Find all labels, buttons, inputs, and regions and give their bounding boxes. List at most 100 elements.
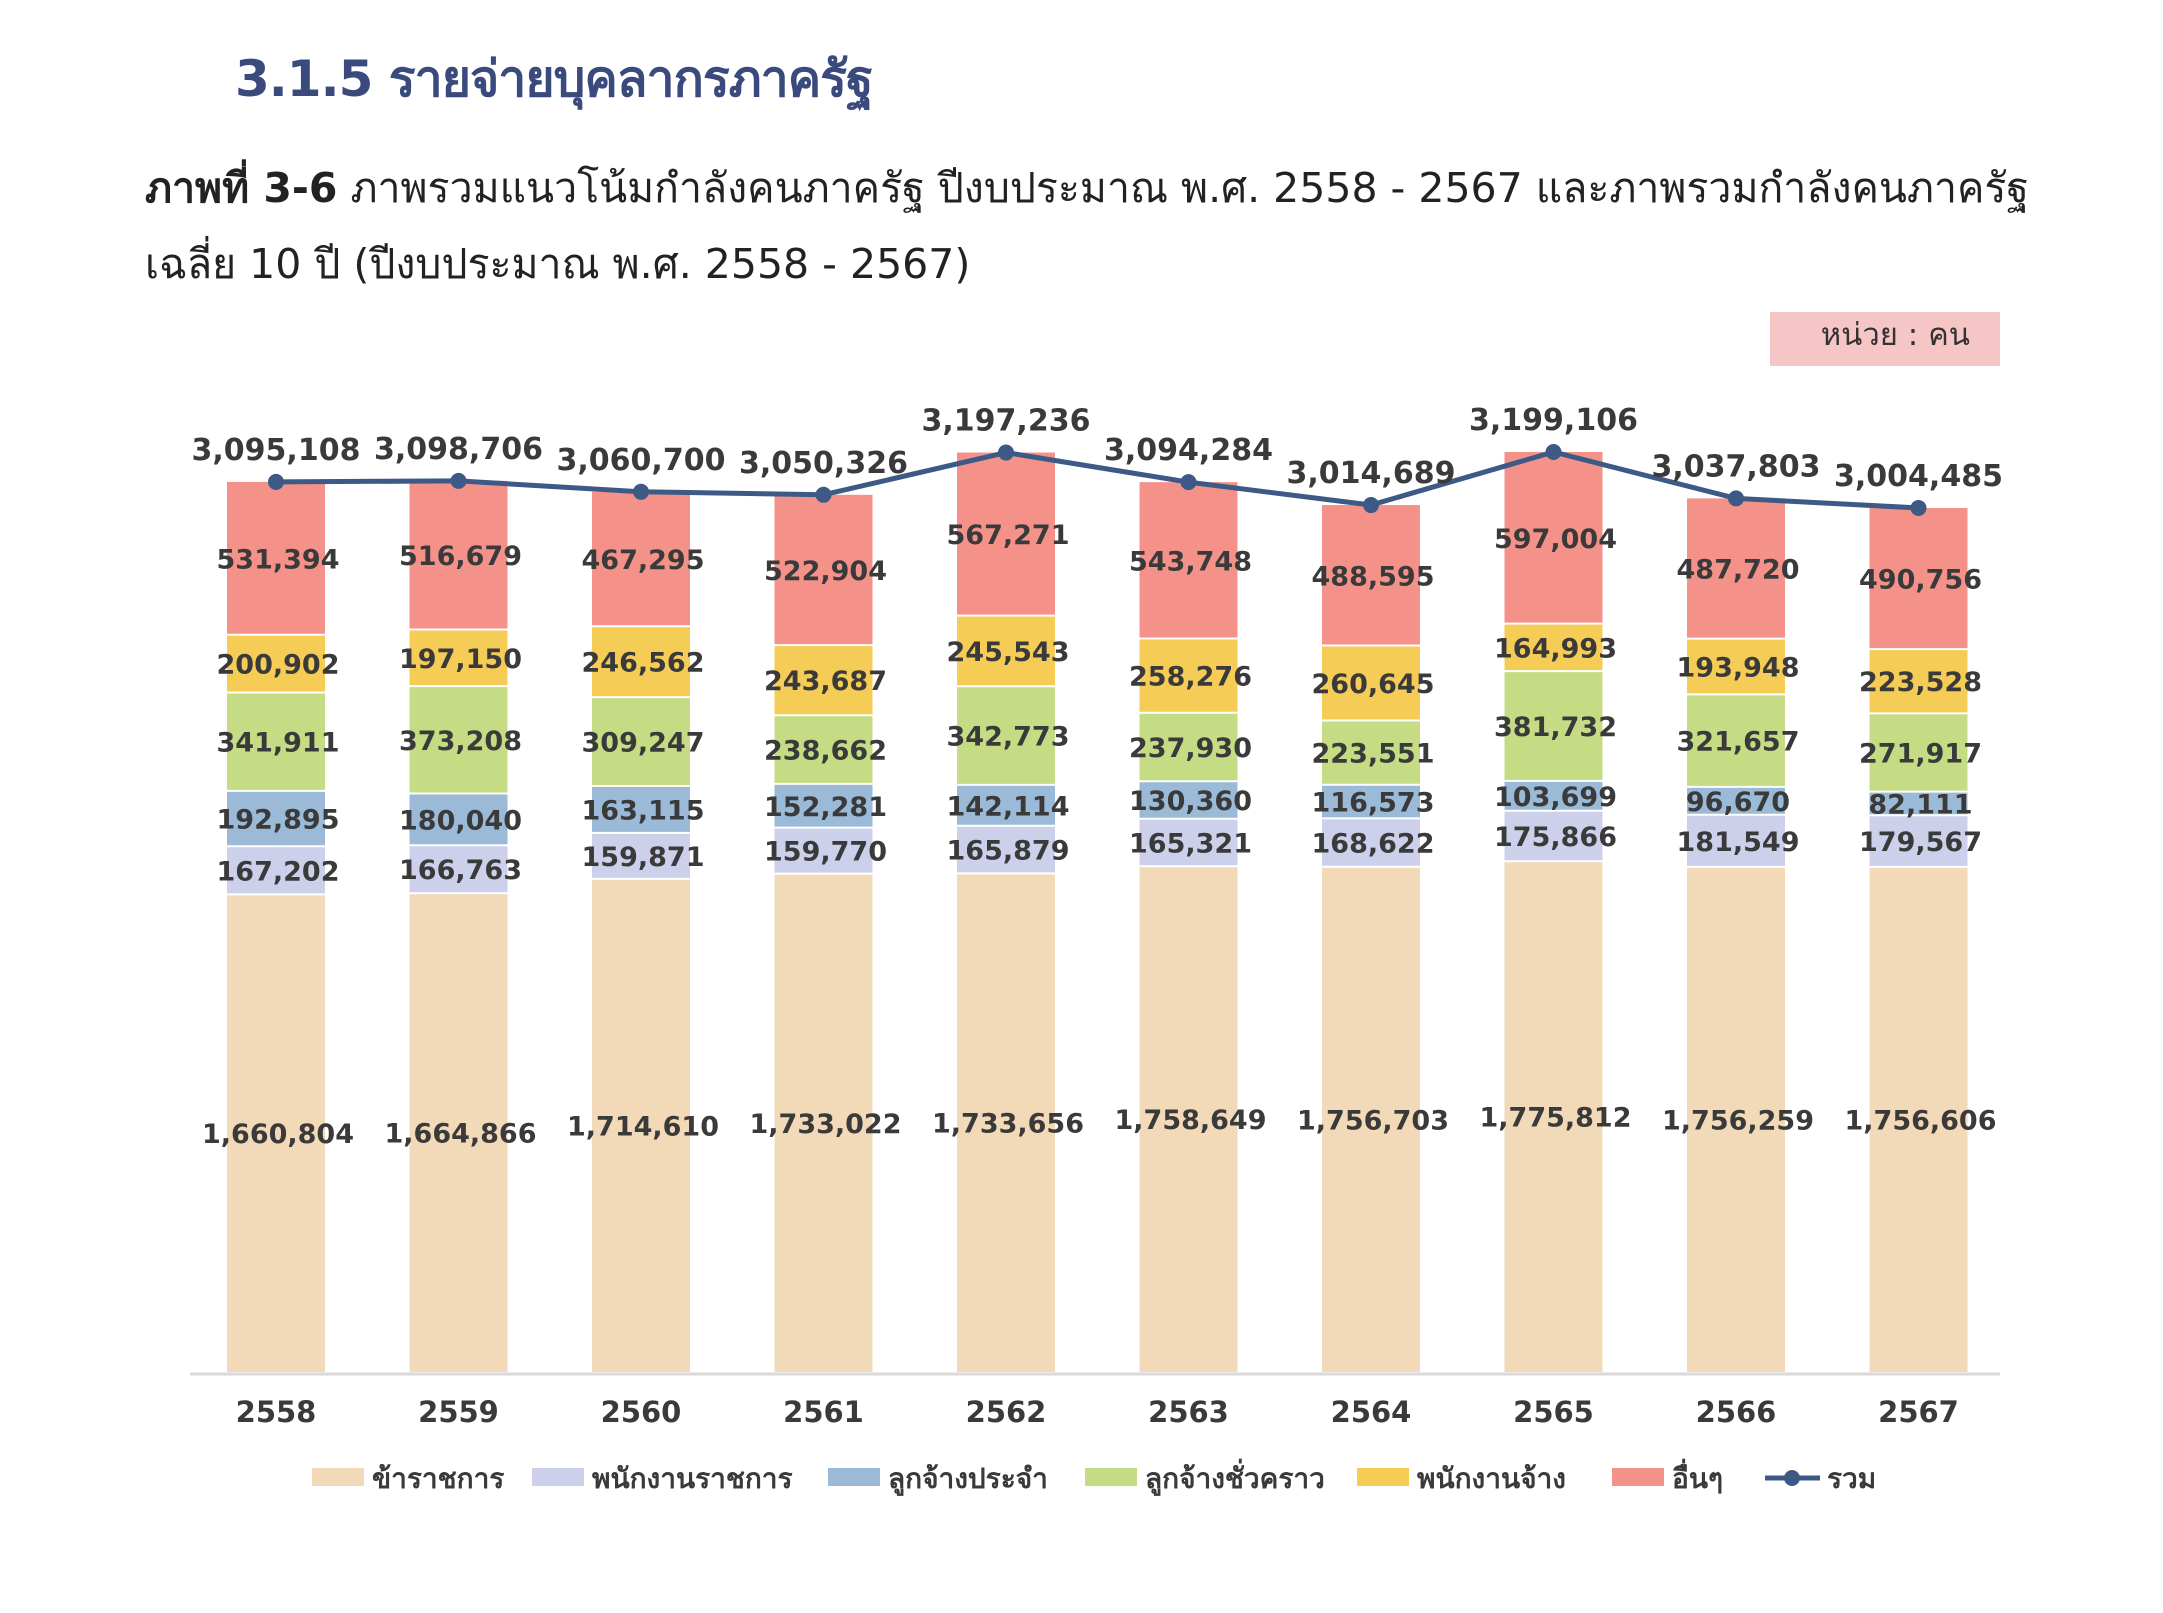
data-label: 309,247 <box>582 728 705 759</box>
data-label: 245,543 <box>947 637 1070 668</box>
bar-segment <box>1869 713 1968 792</box>
legend-swatch <box>1357 1468 1409 1486</box>
bar-segment <box>227 894 325 1372</box>
bar-segment <box>1869 866 1968 1372</box>
bar-segment <box>409 793 508 846</box>
data-label: 165,879 <box>947 836 1070 867</box>
x-tick-label: 2562 <box>966 1395 1047 1429</box>
bar-segment <box>774 494 873 646</box>
data-label: 1,660,804 <box>202 1119 354 1150</box>
legend-marker <box>1784 1470 1800 1486</box>
data-label: 1,756,259 <box>1662 1105 1814 1136</box>
bar-segment <box>1869 815 1968 867</box>
data-label: 192,895 <box>217 805 340 836</box>
data-label: 1,664,866 <box>384 1119 536 1150</box>
legend-label: พนักงานจ้าง <box>1417 1462 1566 1495</box>
bar-segment <box>592 697 690 787</box>
data-label: 164,993 <box>1494 633 1617 664</box>
total-label: 3,004,485 <box>1834 459 2003 494</box>
bar-segment <box>774 783 873 828</box>
data-label: 96,670 <box>1686 787 1790 818</box>
data-label: 181,549 <box>1677 827 1800 858</box>
bar-segment <box>1687 498 1785 639</box>
total-label: 3,060,700 <box>557 443 726 478</box>
x-tick-label: 2561 <box>783 1395 864 1429</box>
bar-segment <box>957 686 1055 785</box>
bar-segment <box>774 645 873 716</box>
total-label: 3,094,284 <box>1104 433 1273 468</box>
bar-segment <box>409 845 508 894</box>
data-label: 321,657 <box>1677 727 1800 758</box>
bar-segment <box>1504 810 1603 862</box>
legend-swatch <box>312 1468 364 1486</box>
total-point <box>998 444 1014 461</box>
data-label: 223,551 <box>1312 739 1435 770</box>
data-label: 179,567 <box>1859 827 1982 858</box>
bar-segment <box>1687 866 1785 1372</box>
data-label: 165,321 <box>1129 828 1252 859</box>
data-label: 237,930 <box>1129 733 1252 764</box>
bar-segment <box>1687 694 1785 787</box>
bar-segment <box>1687 638 1785 695</box>
x-tick-label: 2565 <box>1513 1395 1594 1429</box>
data-label: 1,756,606 <box>1844 1105 1996 1136</box>
total-label: 3,095,108 <box>192 433 361 468</box>
bar-segment <box>1139 818 1238 867</box>
caption-lead: ภาพที่ 3-6 <box>145 164 338 212</box>
bar-segment <box>1139 781 1238 819</box>
legend-swatch <box>532 1468 584 1486</box>
data-label: 200,902 <box>217 650 340 681</box>
x-tick-label: 2558 <box>236 1395 317 1429</box>
data-label: 175,866 <box>1494 822 1617 853</box>
section-title: 3.1.5 รายจ่ายบุคลากรภาครัฐ <box>235 50 874 108</box>
data-label: 197,150 <box>399 644 522 675</box>
legend-label: พนักงานราชการ <box>592 1462 793 1495</box>
total-point <box>1910 499 1927 516</box>
data-label: 1,758,649 <box>1114 1105 1266 1136</box>
total-point <box>1728 490 1744 507</box>
data-label: 373,208 <box>399 726 522 757</box>
data-label: 193,948 <box>1677 653 1800 684</box>
bar-segment <box>1139 638 1238 713</box>
data-label: 130,360 <box>1129 786 1252 817</box>
data-label: 243,687 <box>764 666 887 697</box>
bar-segment <box>227 692 325 791</box>
bar-segment <box>1322 818 1420 867</box>
legend-label: ลูกจ้างชั่วคราว <box>1145 1458 1325 1496</box>
data-label: 223,528 <box>1859 667 1982 698</box>
bar-segment <box>409 629 508 687</box>
x-tick-label: 2559 <box>418 1395 499 1429</box>
data-label: 1,756,703 <box>1297 1105 1449 1136</box>
bar-segment <box>592 786 690 833</box>
bar-segment <box>774 715 873 784</box>
total-point <box>1363 497 1379 514</box>
data-label: 1,714,610 <box>567 1111 719 1142</box>
bar-segment <box>592 626 690 698</box>
total-point <box>633 483 649 500</box>
data-label: 82,111 <box>1868 789 1972 820</box>
legend-label: ข้าราชการ <box>372 1462 504 1495</box>
bar-segment <box>957 615 1055 687</box>
legend-label: รวม <box>1827 1462 1876 1495</box>
data-label: 168,622 <box>1312 829 1435 860</box>
bar-segment <box>1504 452 1603 624</box>
bar-segment <box>227 481 325 635</box>
bar-segment <box>227 790 325 847</box>
data-label: 152,281 <box>764 792 887 823</box>
figure-caption: ภาพที่ 3-6 ภาพรวมแนวโน้มกำลังคนภาครัฐ ปี… <box>145 150 2045 302</box>
data-label: 516,679 <box>399 541 522 572</box>
bar-segment <box>774 827 873 874</box>
bar-segment <box>1322 784 1420 819</box>
bar-segment <box>1322 720 1420 785</box>
bar-segment <box>1139 712 1238 782</box>
bar-segment <box>409 480 508 630</box>
data-label: 271,917 <box>1859 738 1982 769</box>
bar-segment <box>227 846 325 895</box>
data-label: 487,720 <box>1677 555 1800 586</box>
unit-badge: หน่วย : คน <box>1770 312 2000 366</box>
data-label: 342,773 <box>947 722 1070 753</box>
total-label: 3,098,706 <box>374 432 543 467</box>
bar-segment <box>592 832 690 879</box>
data-label: 1,733,022 <box>749 1109 901 1140</box>
data-label: 467,295 <box>582 545 705 576</box>
